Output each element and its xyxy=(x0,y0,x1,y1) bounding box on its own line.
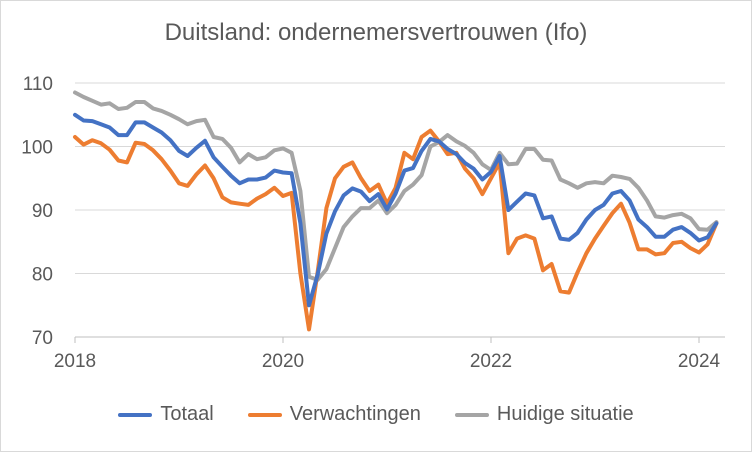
line-chart: 70 80 90 100 110 2018 2020 2022 2024 xyxy=(21,74,725,372)
series-line-totaal xyxy=(73,112,719,308)
legend-label: Verwachtingen xyxy=(289,403,421,425)
x-tick-labels: 2018 2020 2022 2024 xyxy=(54,351,721,372)
legend-swatch xyxy=(247,412,282,417)
y-tick-labels: 70 80 90 100 110 xyxy=(21,74,53,349)
legend-item: Totaal xyxy=(118,403,214,426)
legend-swatch xyxy=(118,412,153,417)
y-tick-label: 90 xyxy=(32,201,53,222)
y-tick-label: 110 xyxy=(23,74,53,95)
legend-item: Huidige situatie xyxy=(454,403,634,426)
x-tick-label: 2018 xyxy=(54,351,96,372)
y-tick-label: 100 xyxy=(21,138,53,159)
gridlines xyxy=(75,82,725,274)
series-lines xyxy=(73,90,719,332)
x-tick-label: 2024 xyxy=(678,351,721,372)
legend-swatch xyxy=(454,412,489,417)
series-line-huidige-situatie xyxy=(73,90,719,282)
legend: Totaal Verwachtingen Huidige situatie xyxy=(1,403,751,426)
series-line-verwachtingen xyxy=(73,128,719,332)
y-tick-label: 70 xyxy=(32,328,53,349)
y-tick-label: 80 xyxy=(32,265,53,286)
chart-title: Duitsland: ondernemersvertrouwen (Ifo) xyxy=(164,19,588,46)
legend-label: Totaal xyxy=(160,403,214,425)
x-tick-label: 2022 xyxy=(470,351,512,372)
legend-label: Huidige situatie xyxy=(496,403,634,425)
x-axis xyxy=(74,336,725,343)
x-tick-label: 2020 xyxy=(262,351,304,372)
legend-item: Verwachtingen xyxy=(247,403,421,426)
